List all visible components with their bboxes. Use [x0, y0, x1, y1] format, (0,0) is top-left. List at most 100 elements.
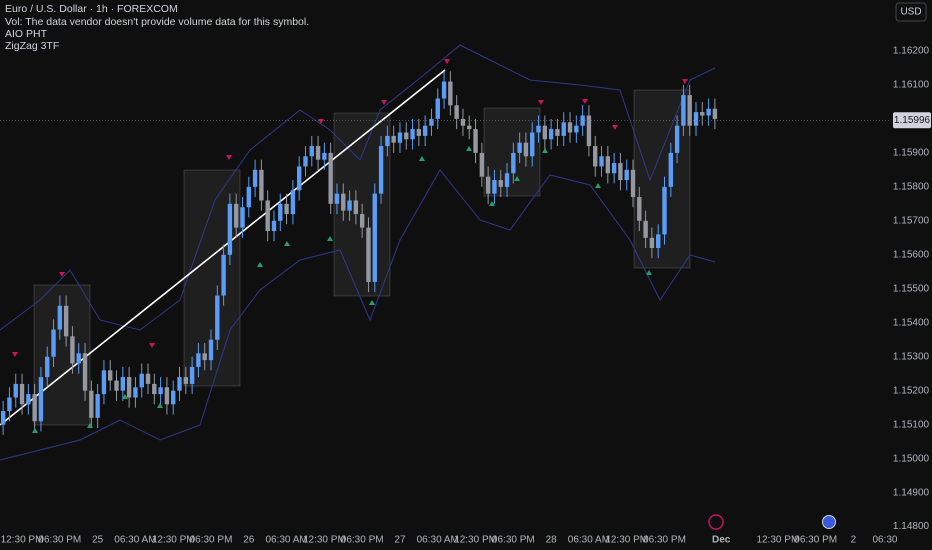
candle-body: [95, 394, 100, 418]
marker: [257, 262, 263, 267]
candle-body: [681, 95, 686, 126]
event-icon[interactable]: [822, 515, 836, 529]
candle-body: [347, 200, 352, 211]
x-tick-label: 25: [92, 535, 104, 546]
candle-body: [378, 146, 384, 194]
marker: [149, 343, 155, 348]
candle-body: [328, 152, 333, 204]
y-tick-label: 1.16200: [893, 46, 930, 57]
indicator-name[interactable]: AIO PHT: [5, 28, 48, 40]
candle-body: [38, 377, 44, 422]
candle-body: [89, 390, 94, 418]
x-tick-label: 06:30 AM: [265, 535, 307, 546]
x-tick-label: 12:30 PM: [605, 535, 648, 546]
candle-body: [492, 180, 497, 194]
y-tick-label: 1.15600: [893, 249, 930, 260]
candle-body: [586, 115, 592, 147]
candle-body: [240, 207, 245, 228]
candle-body: [391, 135, 396, 143]
last-price-label: 1.15996: [894, 115, 931, 126]
candle-body: [246, 186, 251, 208]
x-tick-label: 06:30 PM: [341, 535, 384, 546]
volume-note: Vol: The data vendor doesn't provide vol…: [5, 16, 309, 28]
x-tick-label: 27: [394, 535, 406, 546]
x-tick-label: 06:30 PM: [38, 535, 81, 546]
candle-body: [51, 329, 56, 357]
candle-body: [303, 156, 308, 167]
candle-body: [580, 115, 585, 126]
candle-body: [700, 112, 705, 116]
marker: [612, 125, 618, 130]
y-tick-label: 1.14900: [893, 487, 930, 498]
candle-body: [511, 152, 516, 174]
candle-body: [70, 336, 75, 364]
last-price-box: [893, 112, 931, 129]
candle-body: [215, 295, 220, 340]
x-tick-label: Dec: [712, 535, 731, 546]
price-scale-bg: [890, 0, 932, 550]
x-tick-label: 12:30 PM: [1, 535, 44, 546]
candle-body: [189, 366, 195, 384]
marker: [59, 272, 65, 277]
candle-body: [233, 203, 239, 228]
candle-body: [63, 305, 69, 337]
marker: [122, 394, 128, 399]
candle-body: [32, 394, 37, 422]
candle-body: [435, 98, 440, 119]
marker: [514, 176, 520, 181]
marker: [12, 352, 18, 357]
marker: [226, 155, 232, 160]
candle-body: [523, 142, 529, 157]
candle-body: [158, 387, 163, 395]
candle-body: [536, 125, 541, 133]
x-tick-label: 06:30 PM: [794, 535, 837, 546]
marker: [489, 201, 495, 206]
candle-body: [498, 180, 503, 187]
candle-body: [687, 95, 692, 126]
y-tick-label: 1.15400: [893, 317, 930, 328]
marker: [582, 99, 588, 104]
currency-label[interactable]: USD: [900, 7, 921, 18]
candle-body: [555, 129, 560, 136]
candle-body: [126, 377, 132, 398]
indicator-name[interactable]: ZigZag 3TF: [5, 40, 59, 52]
candle-body: [359, 214, 365, 228]
candle-body: [278, 203, 283, 221]
low-markers: [32, 146, 652, 433]
y-tick-label: 1.16100: [893, 80, 930, 91]
overlay: [33, 89, 691, 426]
x-tick-label: 12:30 PM: [303, 535, 346, 546]
candle-body: [366, 227, 371, 282]
candle-body: [0, 411, 6, 425]
candle-body: [45, 356, 50, 378]
marker: [32, 428, 38, 433]
candle-body: [152, 383, 157, 395]
candle-body: [196, 353, 201, 367]
candle-body: [133, 387, 138, 398]
candle-body: [108, 370, 113, 381]
currency-button[interactable]: [895, 2, 927, 22]
x-tick-label: 06:30 PM: [643, 535, 686, 546]
y-tick-label: 1.14800: [893, 521, 930, 532]
marker: [419, 156, 425, 161]
candle-body: [353, 200, 359, 215]
event-icon[interactable]: [708, 514, 724, 530]
candle-body: [448, 81, 453, 106]
lower-band: [0, 169, 716, 461]
candle-body: [271, 220, 277, 232]
marker: [284, 241, 290, 246]
candle-body: [593, 146, 598, 167]
candle-body: [599, 156, 604, 167]
marker: [682, 79, 688, 84]
zone-box: [633, 89, 691, 269]
candle-body: [164, 387, 170, 405]
candle-body: [611, 163, 617, 174]
candle-body: [706, 108, 711, 116]
y-tick-label: 1.15300: [893, 351, 930, 362]
candle-body: [422, 125, 428, 136]
candle-body: [322, 152, 327, 160]
candle-body: [385, 135, 390, 147]
candle-body: [693, 112, 699, 126]
candle-body: [630, 169, 636, 198]
candle-body: [460, 118, 466, 126]
